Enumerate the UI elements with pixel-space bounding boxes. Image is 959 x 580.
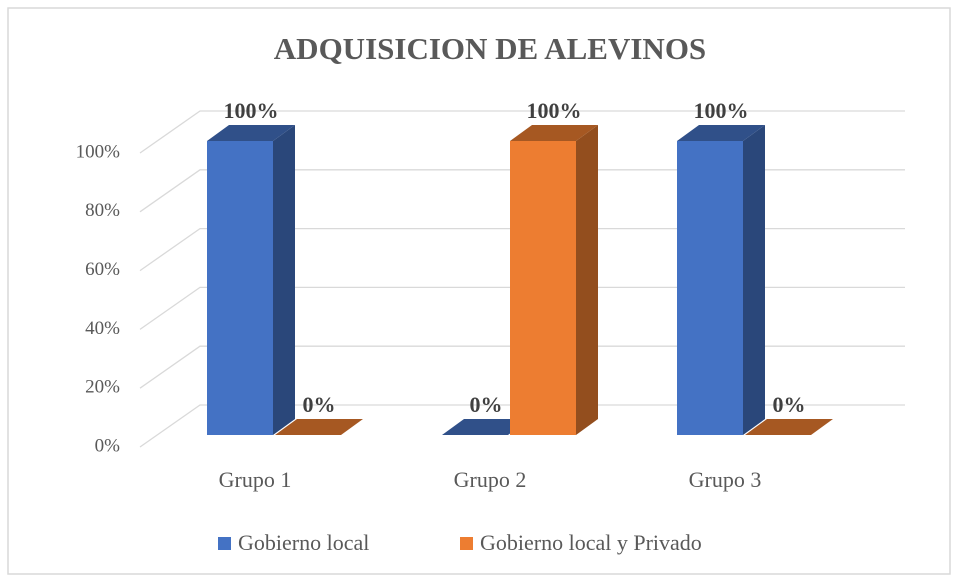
value-label: 0% <box>773 392 806 417</box>
legend-label: Gobierno local y Privado <box>480 530 702 555</box>
bar-top <box>207 125 295 141</box>
value-label: 100% <box>224 98 279 123</box>
chart-title: ADQUISICION DE ALEVINOS <box>274 31 706 66</box>
grid-line <box>139 345 905 389</box>
bar <box>677 125 765 435</box>
value-label: 0% <box>470 392 503 417</box>
bar-top <box>442 419 530 435</box>
grid-line <box>139 404 905 448</box>
bar-top <box>745 419 833 435</box>
bar-side <box>576 125 598 435</box>
bar <box>442 419 530 435</box>
grid-line <box>139 110 905 154</box>
y-tick-label: 20% <box>85 377 120 398</box>
bar <box>745 419 833 435</box>
value-label: 100% <box>527 98 582 123</box>
x-tick-label: Grupo 2 <box>454 467 527 492</box>
value-label: 100% <box>694 98 749 123</box>
bar <box>510 125 598 435</box>
grid-line <box>139 169 905 213</box>
bar <box>207 125 295 435</box>
bar-side <box>273 125 295 435</box>
value-label: 0% <box>303 392 336 417</box>
x-tick-label: Grupo 1 <box>219 467 292 492</box>
chart-border <box>7 7 951 575</box>
legend-swatch <box>460 537 473 550</box>
legend-swatch <box>218 537 231 550</box>
x-tick-label: Grupo 3 <box>689 467 762 492</box>
bar <box>275 419 363 435</box>
bar-top <box>510 125 598 141</box>
y-tick-label: 100% <box>76 141 121 162</box>
bar-top <box>677 125 765 141</box>
bar-front <box>207 141 273 435</box>
bar-top <box>275 419 363 435</box>
bar-side <box>743 125 765 435</box>
bar-front <box>510 141 576 435</box>
y-tick-label: 80% <box>85 200 120 221</box>
legend-label: Gobierno local <box>238 530 369 555</box>
grid-line <box>139 286 905 330</box>
y-tick-label: 0% <box>95 435 121 456</box>
y-tick-label: 60% <box>85 259 120 280</box>
bar-front <box>677 141 743 435</box>
grid-line <box>139 227 905 272</box>
y-tick-label: 40% <box>85 318 120 339</box>
